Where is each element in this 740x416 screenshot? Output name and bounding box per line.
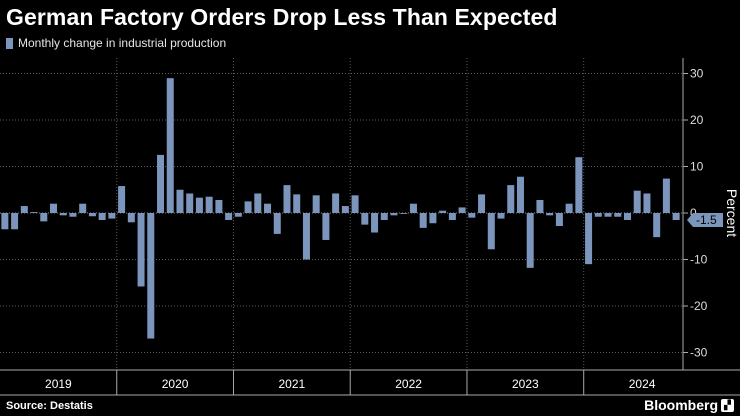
x-year-label: 2021	[279, 377, 306, 391]
brand-name: Bloomberg	[644, 397, 718, 413]
y-tick-label: -30	[690, 346, 708, 360]
bar	[98, 213, 106, 220]
bar	[594, 213, 602, 217]
bar	[244, 201, 252, 214]
bar	[361, 213, 369, 225]
bloomberg-logo-icon: ▞	[721, 399, 734, 412]
bar	[487, 213, 495, 250]
bar	[419, 213, 427, 228]
bar	[662, 178, 670, 213]
source-note: Source: Destatis	[6, 400, 93, 412]
bar	[672, 213, 680, 220]
bar	[215, 199, 223, 213]
bar	[137, 213, 145, 287]
bar	[409, 203, 417, 213]
bar	[79, 203, 87, 213]
bar	[59, 213, 67, 216]
bar	[254, 193, 262, 213]
bar	[264, 203, 272, 213]
bar	[497, 213, 505, 219]
bar	[555, 213, 563, 227]
bar	[653, 213, 661, 238]
bar	[283, 185, 291, 213]
bar	[11, 213, 19, 230]
y-tick-label: -10	[690, 253, 708, 267]
bar	[478, 194, 486, 213]
y-tick-label: -20	[690, 299, 708, 313]
bar	[565, 203, 573, 213]
bar	[516, 176, 524, 213]
bar	[30, 212, 38, 213]
bar	[312, 195, 320, 213]
bar	[302, 213, 310, 260]
bar	[400, 213, 408, 214]
bar	[633, 190, 641, 213]
bar	[40, 213, 48, 222]
bar	[614, 213, 622, 217]
bar	[176, 189, 184, 213]
bar	[147, 213, 155, 339]
legend: Monthly change in industrial production	[6, 36, 226, 50]
bar	[536, 199, 544, 213]
bar	[322, 213, 330, 240]
bar	[546, 213, 554, 216]
bar	[371, 213, 379, 233]
bar	[585, 213, 593, 265]
bar	[205, 196, 213, 213]
bar	[118, 186, 126, 213]
bar	[643, 193, 651, 213]
last-value-tag	[687, 212, 723, 227]
x-year-label: 2022	[395, 377, 422, 391]
y-tick-label: 10	[690, 160, 704, 174]
bar	[390, 213, 398, 216]
bar	[195, 197, 203, 214]
x-year-label: 2019	[45, 377, 72, 391]
bar	[623, 213, 631, 220]
bar	[1, 213, 9, 230]
bar	[127, 213, 135, 223]
bar	[234, 213, 242, 217]
bar	[439, 210, 447, 214]
bar	[351, 195, 359, 213]
bar	[468, 213, 476, 218]
bar	[332, 193, 340, 213]
bar	[157, 154, 165, 214]
legend-swatch	[6, 37, 13, 49]
bar	[108, 213, 116, 219]
bar	[186, 193, 194, 213]
bar	[273, 213, 281, 234]
bar	[604, 213, 612, 217]
bar	[341, 206, 349, 214]
bar	[507, 185, 515, 213]
bar	[458, 207, 466, 213]
bar	[448, 213, 456, 220]
x-year-label: 2020	[162, 377, 189, 391]
bar	[166, 78, 174, 214]
x-year-label: 2023	[512, 377, 539, 391]
x-year-label: 2024	[629, 377, 656, 391]
bar	[225, 213, 233, 220]
bar	[69, 213, 77, 217]
bar	[293, 194, 301, 213]
y-axis-title: Percent	[724, 189, 740, 237]
bar	[575, 157, 583, 213]
last-value-label: -1.5	[696, 213, 717, 227]
bar	[20, 206, 28, 214]
bar	[50, 203, 57, 213]
bar	[429, 213, 437, 224]
legend-label: Monthly change in industrial production	[18, 36, 227, 50]
bar	[380, 213, 388, 220]
chart-title: German Factory Orders Drop Less Than Exp…	[6, 4, 558, 30]
bar	[526, 213, 534, 268]
bar	[88, 213, 96, 217]
y-tick-label: 30	[690, 67, 704, 81]
y-tick-label: 20	[690, 113, 704, 127]
